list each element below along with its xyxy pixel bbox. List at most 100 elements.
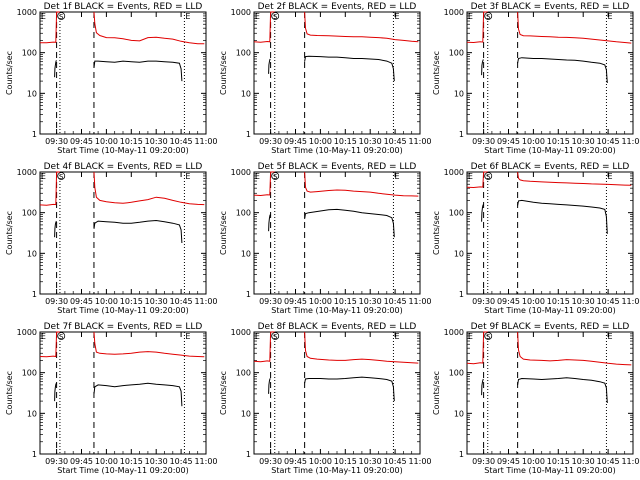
marker-e-left: E [41, 12, 46, 21]
x-tick-label: 10:15 [334, 137, 357, 146]
x-tick-label: 10:00 [522, 297, 545, 306]
x-axis-label: Start Time (10-May-11 09:20:00) [271, 466, 402, 475]
y-axis-label: Counts/sec [219, 51, 228, 95]
y-axis-label: Counts/sec [432, 371, 441, 415]
x-axis-label: Start Time (10-May-11 09:20:00) [484, 466, 615, 475]
x-tick-label: 10:15 [547, 297, 570, 306]
y-tick-label: 100 [236, 369, 251, 378]
x-tick-label: 10:15 [547, 457, 570, 466]
events-series-line [54, 382, 57, 402]
panel-title: Det 2f BLACK = Events, RED = LLD [258, 2, 417, 12]
y-axis-label: Counts/sec [432, 51, 441, 95]
x-tick-label: 11:00 [408, 137, 431, 146]
lld-series-line [93, 331, 205, 358]
x-axis-label: Start Time (10-May-11 09:20:00) [57, 466, 188, 475]
marker-s-circle [271, 12, 280, 20]
x-tick-label: 10:30 [572, 297, 595, 306]
events-series-line [54, 220, 57, 238]
x-tick-label: 09:45 [284, 137, 307, 146]
marker-s-circle [57, 332, 66, 340]
y-tick-label: 10 [27, 409, 37, 418]
y-tick-label: 100 [449, 209, 464, 218]
x-tick-label: 09:30 [45, 297, 68, 306]
detector-panel-2: Det 2f BLACK = Events, RED = LLD 1 10 100 10… [219, 2, 432, 155]
plot-frame [253, 331, 421, 455]
x-tick-label: 09:45 [497, 137, 520, 146]
lld-series-line [304, 171, 419, 197]
marker-s-circle [484, 12, 493, 20]
x-tick-label: 09:45 [70, 457, 93, 466]
y-tick-label: 1 [32, 290, 37, 299]
marker-e-right: E [185, 12, 190, 21]
x-tick-label: 11:00 [621, 137, 640, 146]
y-axis-label: Counts/sec [219, 211, 228, 255]
x-tick-label: 11:00 [194, 457, 217, 466]
marker-e-left: E [468, 172, 473, 181]
x-tick-label: 10:45 [597, 457, 620, 466]
x-tick-label: 11:00 [194, 137, 217, 146]
marker-e-right: E [185, 172, 190, 181]
y-tick-label: 10 [27, 89, 37, 98]
x-tick-label: 11:00 [408, 457, 431, 466]
events-series-line [304, 55, 395, 82]
panel-title: Det 9f BLACK = Events, RED = LLD [471, 322, 630, 332]
plot-frame [466, 171, 634, 295]
detector-panel-5: Det 5f BLACK = Events, RED = LLD 1 10 100 10… [219, 162, 432, 315]
y-tick-label: 100 [22, 369, 37, 378]
marker-e-right: E [394, 172, 399, 181]
y-tick-label: 1000 [444, 328, 464, 337]
lld-series-line [253, 171, 275, 197]
events-series-line [517, 57, 608, 84]
marker-s-circle [484, 172, 493, 180]
y-tick-label: 1000 [17, 8, 37, 17]
marker-e-right: E [607, 332, 612, 341]
x-tick-label: 09:45 [497, 457, 520, 466]
x-tick-label: 09:30 [45, 457, 68, 466]
marker-s-circle [57, 12, 66, 20]
y-tick-label: 1000 [17, 328, 37, 337]
y-tick-label: 1 [32, 450, 37, 459]
y-tick-label: 1 [32, 130, 37, 139]
x-tick-label: 10:00 [95, 137, 118, 146]
y-tick-label: 1000 [444, 8, 464, 17]
x-tick-label: 10:00 [522, 137, 545, 146]
events-series-line [481, 204, 484, 222]
lld-series-line [517, 11, 632, 44]
panel-title: Det 3f BLACK = Events, RED = LLD [471, 2, 630, 12]
y-tick-label: 1 [246, 450, 251, 459]
x-tick-label: 09:30 [472, 457, 495, 466]
x-tick-label: 10:15 [334, 297, 357, 306]
x-tick-label: 10:30 [572, 137, 595, 146]
events-series-line [268, 58, 271, 74]
marker-e-left: E [41, 172, 46, 181]
x-tick-label: 10:15 [547, 137, 570, 146]
events-series-line [93, 60, 183, 82]
y-tick-label: 1000 [444, 168, 464, 177]
x-tick-label: 10:30 [359, 137, 382, 146]
lld-series-line [517, 171, 632, 186]
y-axis-label: Counts/sec [5, 211, 14, 255]
x-tick-label: 11:00 [621, 457, 640, 466]
marker-s-circle [271, 332, 280, 340]
marker-s: S [273, 13, 278, 21]
x-tick-label: 10:45 [384, 297, 407, 306]
x-axis-label: Start Time (10-May-11 09:20:00) [484, 146, 615, 155]
x-axis-label: Start Time (10-May-11 09:20:00) [484, 306, 615, 315]
x-tick-label: 09:30 [259, 297, 282, 306]
detector-panel-8: Det 8f BLACK = Events, RED = LLD 1 10 100 10… [219, 322, 432, 475]
y-tick-label: 1000 [231, 8, 251, 17]
events-series-line [93, 219, 183, 244]
detector-panel-3: Det 3f BLACK = Events, RED = LLD 1 10 100 10… [432, 2, 640, 155]
x-tick-label: 10:45 [170, 137, 193, 146]
y-axis-label: Counts/sec [5, 371, 14, 415]
y-tick-label: 10 [241, 89, 251, 98]
y-tick-label: 10 [454, 89, 464, 98]
x-tick-label: 09:45 [70, 137, 93, 146]
lld-series-line [304, 11, 419, 43]
marker-s: S [486, 333, 491, 341]
x-tick-label: 10:30 [145, 137, 168, 146]
y-axis-label: Counts/sec [432, 211, 441, 255]
x-tick-label: 10:30 [359, 457, 382, 466]
marker-s: S [486, 13, 491, 21]
marker-s: S [59, 333, 64, 341]
